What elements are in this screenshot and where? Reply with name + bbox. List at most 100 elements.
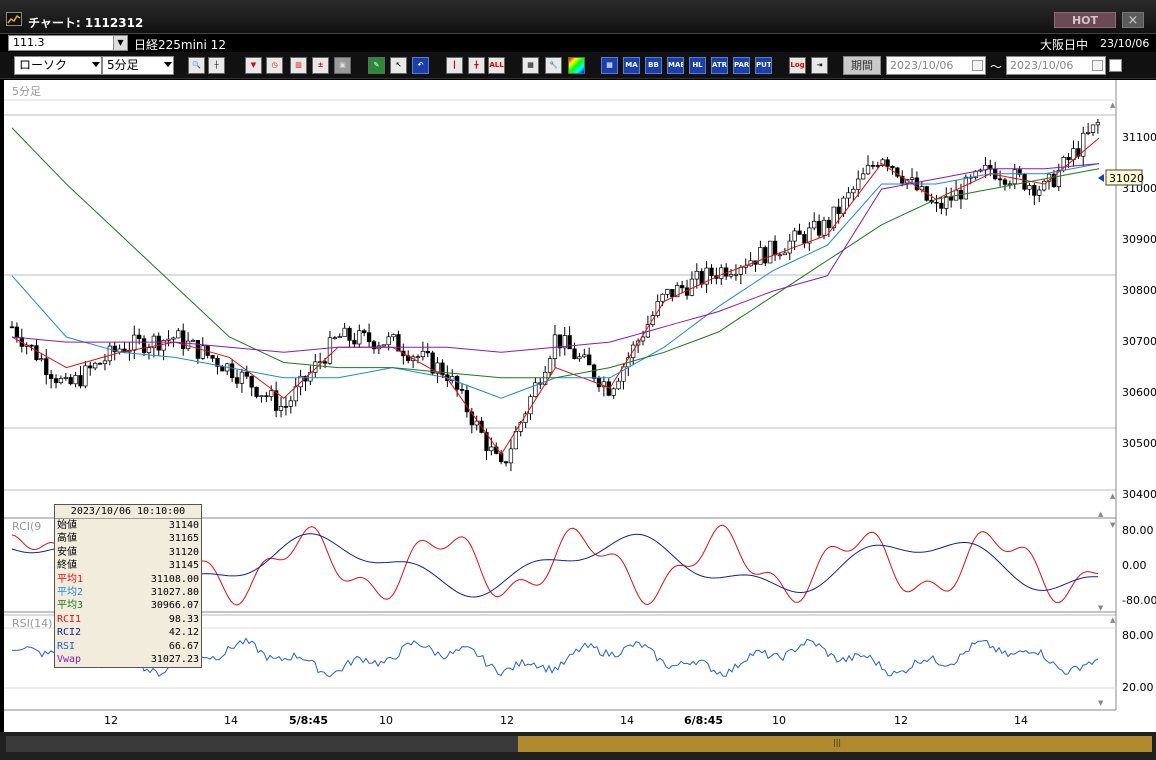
candle-body	[763, 247, 768, 264]
current-price-box	[1105, 169, 1143, 186]
chart-area[interactable]: ▲ ▲ ▲ ▼ ▼ ▲ ▼ 5分足 RCI(9 RSI(14) 31100 31…	[4, 80, 1156, 732]
candle-body	[88, 365, 93, 369]
hot-button[interactable]: HOT	[1054, 12, 1116, 28]
calendar-icon[interactable]	[1092, 60, 1103, 71]
ma-button[interactable]: MA	[623, 57, 640, 74]
compare-icon[interactable]: ±	[312, 57, 329, 74]
all-button[interactable]: ALL	[488, 57, 505, 74]
rci-tick: 0.00	[1122, 559, 1147, 572]
bottom-scrollbar[interactable]: |||	[0, 732, 1156, 760]
zoom-icon[interactable]: 🔍	[188, 57, 205, 74]
candle-icon[interactable]: ┃	[446, 57, 463, 74]
candle-body	[821, 219, 827, 236]
candle-body	[782, 252, 788, 256]
candle-body	[934, 201, 939, 204]
scroll-up-icon[interactable]: ▲	[1110, 492, 1116, 500]
candle-body	[288, 400, 293, 407]
scroll-up-icon[interactable]: ▲	[1110, 616, 1116, 624]
candle-body	[146, 347, 152, 353]
atr-button[interactable]: ATR	[711, 57, 728, 74]
candle2-icon[interactable]: ╋	[468, 57, 485, 74]
close-button[interactable]: ×	[1122, 12, 1144, 28]
candle-body	[1095, 122, 1101, 126]
candle-down-icon[interactable]: ▼	[245, 57, 262, 74]
para-button[interactable]: PARA	[733, 57, 750, 74]
color-icon[interactable]	[568, 57, 585, 74]
candle-body	[352, 339, 357, 345]
date-to-input[interactable]: 2023/10/06	[1006, 56, 1106, 75]
candle-body	[459, 389, 465, 391]
candle-body	[239, 371, 245, 384]
info-label: 始値	[57, 520, 77, 531]
chevron-down-icon[interactable]: ▼	[113, 36, 127, 50]
candle-body	[386, 336, 391, 346]
scroll-up-icon[interactable]: ▲	[1098, 510, 1104, 518]
indicator-icon[interactable]: ▦	[601, 57, 618, 74]
date-from-input[interactable]: 2023/10/06	[886, 56, 986, 75]
session-date: 23/10/06	[1100, 37, 1150, 50]
clock-icon[interactable]: ◷	[266, 57, 283, 74]
candle-body	[440, 362, 445, 376]
candle-body	[851, 188, 856, 194]
bb-button[interactable]: BB	[645, 57, 662, 74]
info-value: 42.12	[168, 627, 199, 639]
bars-icon[interactable]: ▥	[290, 57, 307, 74]
candle-body	[161, 339, 166, 351]
rci-axis: 80.00 0.00 -80.00	[1122, 524, 1156, 607]
period-button[interactable]: 期間	[843, 56, 881, 75]
indicator-lines-layer	[11, 127, 1100, 678]
candle-body	[371, 341, 377, 350]
timeframe-select[interactable]: 5分足	[102, 56, 174, 75]
log-button[interactable]: Log	[789, 57, 806, 74]
candle-body	[293, 386, 298, 402]
lock-icon[interactable]: ▣	[334, 57, 351, 74]
scroll-up-icon[interactable]: ▲	[1110, 101, 1116, 109]
crosshair-icon[interactable]: ┼	[208, 57, 225, 74]
info-row: RSI 66.67	[55, 640, 201, 653]
candle-body	[704, 267, 709, 285]
export-icon[interactable]: ⇥	[811, 57, 828, 74]
grid-icon[interactable]: ▦	[522, 57, 539, 74]
info-row: 終値 31145	[55, 559, 201, 572]
cursor-icon[interactable]: ↖	[390, 57, 407, 74]
scroll-track[interactable]	[6, 736, 518, 752]
candle-body	[1041, 180, 1047, 191]
mae-button[interactable]: MAE	[667, 57, 684, 74]
chart-type-select[interactable]: ローソク	[14, 56, 102, 75]
undo-icon[interactable]: ↶	[412, 57, 429, 74]
candle-body	[53, 378, 59, 384]
candle-body	[83, 365, 88, 387]
calendar-icon[interactable]	[972, 60, 983, 71]
info-value: 98.33	[168, 613, 199, 625]
time-tick: 14	[224, 714, 238, 727]
time-tick: 12	[104, 714, 118, 727]
pencil-icon[interactable]: ✎	[368, 57, 385, 74]
ohlc-info-box: 2023/10/06 10:10:00 始値 31140 高値 31165 安値 3112…	[54, 504, 202, 668]
symbol-code-select[interactable]: 111.3 ▼	[8, 35, 128, 51]
wrench-icon[interactable]: 🔧	[545, 57, 562, 74]
candle-body	[1037, 189, 1042, 196]
hl-button[interactable]: HL	[689, 57, 706, 74]
candle-body	[865, 165, 871, 175]
candle-body	[699, 271, 704, 285]
scroll-grip-icon[interactable]: |||	[833, 738, 842, 747]
time-tick: 6/8:45	[684, 714, 723, 727]
period-checkbox[interactable]	[1109, 59, 1122, 72]
candle-body	[322, 361, 328, 364]
candle-body	[1056, 169, 1061, 187]
scroll-thumb[interactable]	[518, 736, 1152, 752]
candle-body	[1081, 132, 1086, 157]
candle-body	[944, 196, 949, 209]
candle-body	[48, 374, 54, 379]
scroll-down-icon[interactable]: ▼	[1098, 699, 1104, 707]
put-button[interactable]: PUT	[755, 57, 772, 74]
candle-body	[660, 293, 665, 302]
para-label: PARA	[734, 61, 750, 69]
candle-body	[679, 285, 685, 289]
candle-body	[362, 330, 367, 334]
candle-body	[758, 247, 763, 265]
info-datetime: 2023/10/06 10:10:00	[55, 505, 201, 519]
info-label: 安値	[57, 546, 77, 558]
scroll-down-icon[interactable]: ▼	[1098, 604, 1104, 612]
scroll-down-icon[interactable]: ▼	[1110, 521, 1116, 529]
